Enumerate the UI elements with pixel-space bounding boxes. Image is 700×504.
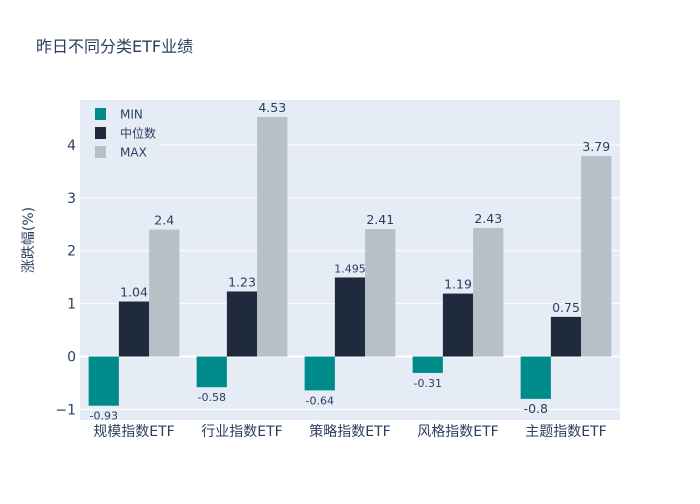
data-label: 1.23	[228, 274, 256, 289]
data-label: -0.31	[414, 377, 442, 390]
bar-median[interactable]	[442, 293, 474, 357]
legend-background	[80, 100, 160, 166]
y-tick-label: 0	[67, 350, 76, 366]
data-label: 1.19	[444, 277, 472, 292]
y-tick-label: 4	[67, 138, 76, 154]
data-label: 1.04	[120, 285, 148, 300]
chart-title: 昨日不同分类ETF业绩	[36, 37, 194, 56]
x-tick-label: 主题指数ETF	[525, 424, 606, 440]
bar-max[interactable]	[581, 156, 612, 357]
data-label: -0.64	[306, 394, 334, 407]
bar-median[interactable]	[334, 277, 366, 357]
data-label: 4.53	[258, 100, 286, 115]
data-label: -0.93	[90, 410, 118, 423]
data-label: 1.495	[334, 262, 366, 275]
legend-swatch[interactable]	[95, 146, 106, 158]
y-tick-label: 2	[67, 244, 76, 260]
bar-max[interactable]	[149, 229, 180, 357]
bar-max[interactable]	[365, 229, 396, 357]
x-tick-label: 规模指数ETF	[93, 424, 174, 440]
y-tick-label: 3	[67, 191, 76, 207]
bar-min[interactable]	[196, 356, 227, 388]
bar-max[interactable]	[473, 228, 504, 357]
legend-label: 中位数	[120, 126, 156, 141]
data-label: -0.8	[524, 401, 548, 416]
data-label: 2.4	[154, 213, 174, 228]
data-label: 2.41	[366, 212, 394, 227]
x-tick-label: 策略指数ETF	[309, 423, 390, 440]
data-label: -0.58	[198, 391, 226, 404]
legend-label: MAX	[120, 146, 147, 160]
bar-min[interactable]	[520, 356, 551, 399]
bar-median[interactable]	[118, 301, 150, 357]
y-tick-label: −1	[55, 402, 76, 418]
bar-median[interactable]	[550, 316, 582, 357]
legend-label: MIN	[120, 108, 143, 122]
bar-min[interactable]	[304, 356, 335, 391]
bar-min[interactable]	[412, 356, 443, 373]
legend-swatch[interactable]	[95, 108, 106, 120]
bar-min[interactable]	[88, 356, 119, 406]
y-axis-title: 涨跌幅(%)	[21, 207, 37, 273]
data-label: 0.75	[552, 300, 580, 315]
y-tick-label: 1	[67, 297, 76, 313]
data-label: 3.79	[582, 139, 610, 154]
data-label: 2.43	[474, 211, 502, 226]
legend-swatch[interactable]	[95, 127, 106, 139]
x-tick-label: 行业指数ETF	[201, 424, 282, 440]
bar-median[interactable]	[226, 291, 258, 357]
x-tick-label: 风格指数ETF	[417, 424, 498, 440]
bar-max[interactable]	[257, 116, 288, 357]
